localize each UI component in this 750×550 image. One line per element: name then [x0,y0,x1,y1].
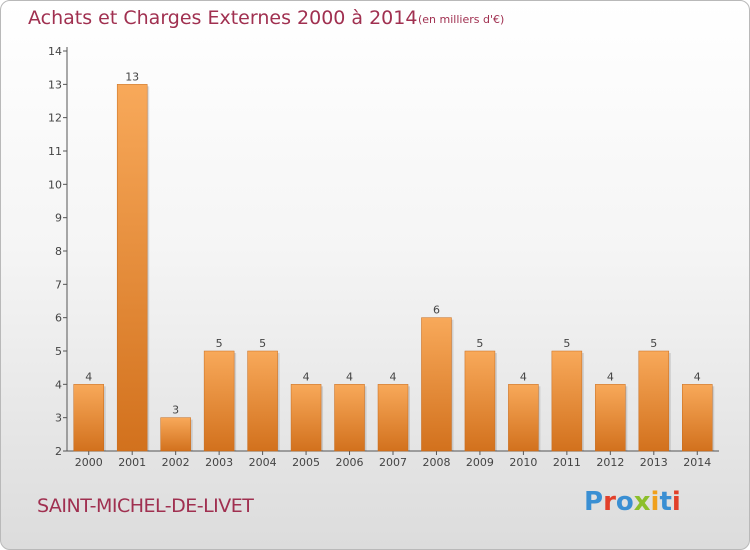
data-label: 4 [607,370,614,383]
bars: 4 13 3 5 5 4 4 4 6 5 4 5 4 5 4 [73,70,715,452]
x-tick-label: 2014 [683,456,711,469]
brand-letter: r [603,487,616,517]
brand-letter: i [650,487,660,517]
data-label: 4 [390,370,397,383]
brand-letter: o [615,487,634,517]
brand-letter: P [584,487,604,517]
data-label: 5 [259,337,266,350]
bar-2006 [334,384,365,452]
bar-2012 [595,384,626,452]
bar-2008 [421,317,452,452]
data-label: 4 [346,370,353,383]
data-label: 3 [172,404,179,417]
bar-2010 [508,384,539,452]
x-tick-label: 2003 [205,456,233,469]
x-tick-label: 2010 [509,456,537,469]
data-label: 4 [520,370,527,383]
y-tick-label: 4 [55,378,62,391]
bar-2013 [638,350,670,452]
bar-2009 [464,350,496,452]
data-label: 5 [650,337,657,350]
y-tick-label: 13 [48,78,62,91]
x-tick-label: 2005 [292,456,320,469]
bar-2001 [116,84,148,452]
bar-2002 [160,417,191,452]
data-label: 4 [694,370,701,383]
x-tick-label: 2000 [75,456,103,469]
data-label: 5 [563,337,570,350]
x-tick-label: 2008 [422,456,450,469]
data-label: 4 [303,370,310,383]
bar-2007 [377,384,409,452]
x-tick-label: 2007 [379,456,407,469]
brand-letter: x [633,487,651,517]
brand-letter: t [659,487,672,517]
y-tick-label: 7 [55,278,62,291]
data-label: 5 [476,337,483,350]
x-tick-label: 2004 [249,456,277,469]
bar-2011 [551,350,583,452]
chart-title: Achats et Charges Externes 2000 à 2014 [28,7,418,29]
y-tick-label: 8 [55,245,62,258]
y-tick-label: 9 [55,212,62,225]
x-tick-label: 2012 [596,456,624,469]
x-tick-label: 2013 [640,456,668,469]
commune-name: SAINT-MICHEL-DE-LIVET [37,495,254,517]
y-tick-label: 5 [55,345,62,358]
data-label: 6 [433,304,440,317]
unit-label: (en milliers d'€) [418,13,505,26]
y-tick-label: 3 [55,412,62,425]
brand-letter: i [671,487,681,517]
y-tick-label: 6 [55,312,62,325]
y-tick-label: 11 [48,145,62,158]
data-label: 4 [85,370,92,383]
data-label: 5 [216,337,223,350]
y-tick-label: 14 [48,45,62,58]
bar-2014 [682,384,713,452]
x-tick-label: 2011 [553,456,581,469]
x-tick-label: 2006 [336,456,364,469]
y-tick-label: 2 [55,445,62,458]
bar-2000 [73,384,104,452]
x-tick-label: 2001 [118,456,146,469]
bar-2003 [203,350,235,452]
y-tick-label: 12 [48,112,62,125]
bar-2005 [290,384,322,452]
y-tick-label: 10 [48,178,62,191]
data-label: 13 [125,70,139,83]
brand-logo[interactable]: Proxiti [584,487,681,517]
x-tick-label: 2002 [162,456,190,469]
bar-2004 [247,350,278,452]
x-tick-label: 2009 [466,456,494,469]
